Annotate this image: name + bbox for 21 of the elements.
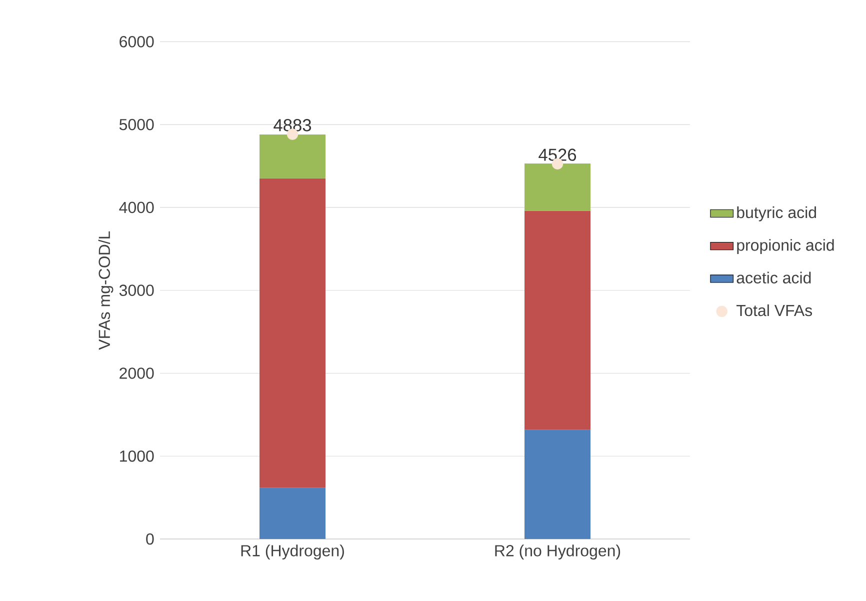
y-tick-label: 6000: [120, 36, 154, 48]
y-tick-label: 4000: [119, 202, 154, 214]
bar: [260, 178, 326, 488]
x-tick-label: R2 (no Hydrogen): [495, 544, 620, 560]
y-tick-label: 0: [146, 533, 154, 545]
y-tick-label: 1000: [120, 450, 154, 462]
y-tick-label: 5000: [119, 118, 154, 130]
bar: [260, 134, 326, 178]
data-label: 4883: [274, 119, 312, 132]
bar: [260, 488, 326, 539]
y-tick-label: 3000: [119, 284, 154, 296]
y-axis-title: VFAs mg-COD/L: [98, 231, 114, 350]
bar: [524, 210, 591, 430]
bar: [524, 164, 591, 211]
legend-label: butyric acid: [737, 206, 816, 222]
legend-label: Total VFAs: [736, 304, 812, 316]
x-tick-label: R1 (Hydrogen): [241, 544, 344, 560]
legend-label: propionic acid: [737, 239, 834, 254]
legend-label: acetic acid: [736, 272, 811, 284]
y-tick-label: 2000: [120, 368, 154, 379]
bar: [524, 430, 591, 539]
